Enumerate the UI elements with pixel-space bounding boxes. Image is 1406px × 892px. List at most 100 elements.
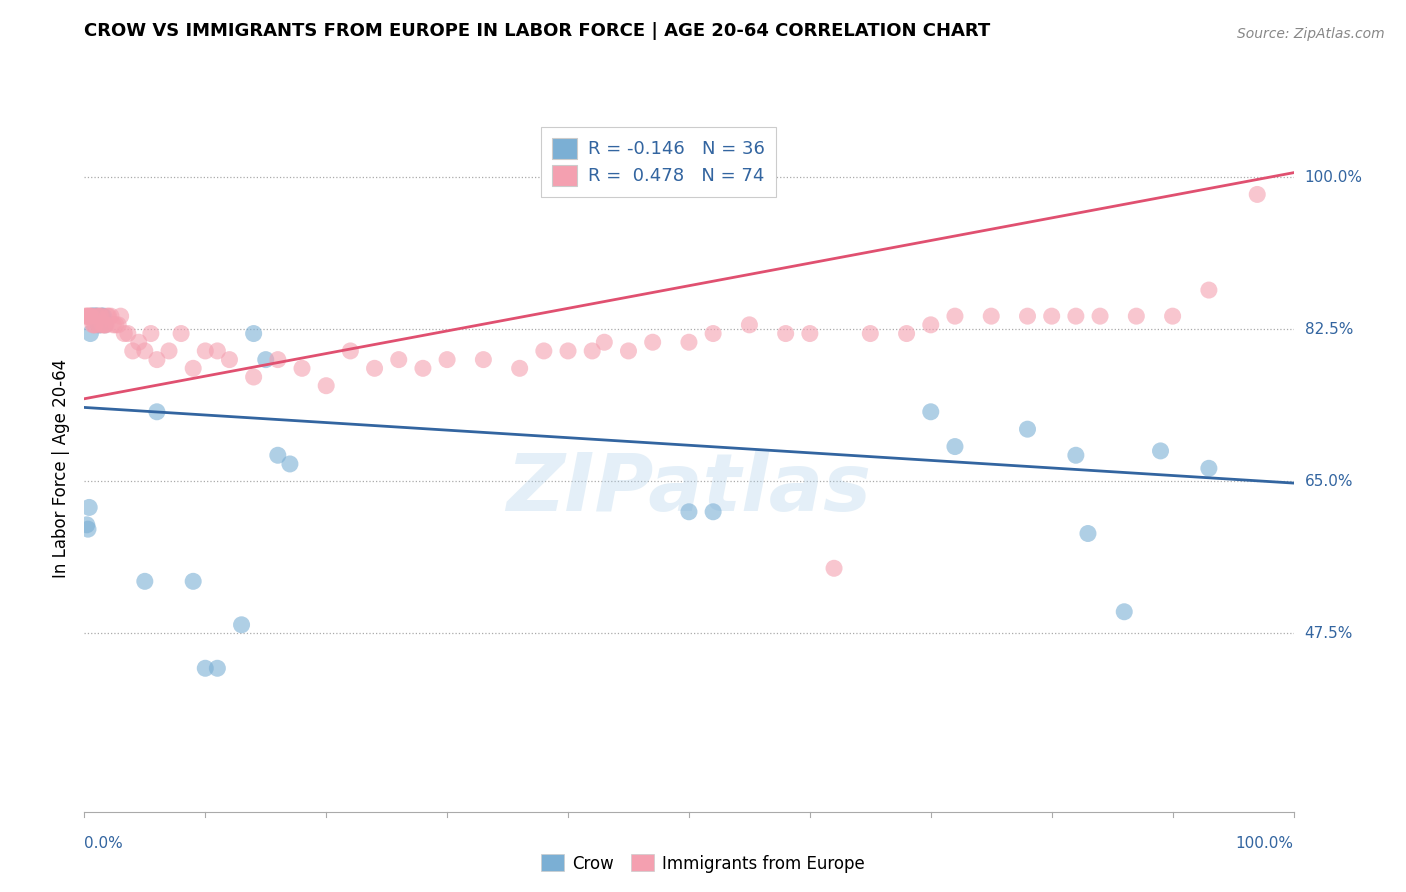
Point [134, 343, 156, 358]
Point [91, 318, 114, 332]
Point [107, 318, 129, 332]
Point [218, 352, 240, 367]
Point [1246, 187, 1268, 202]
Point [117, 326, 139, 341]
Point [86, 309, 108, 323]
Point [943, 309, 966, 323]
Point [89, 309, 111, 323]
Point [738, 318, 761, 332]
Point [76, 309, 98, 323]
Text: 100.0%: 100.0% [1305, 169, 1362, 185]
Text: 0.0%: 0.0% [84, 836, 124, 851]
Point [128, 335, 150, 350]
Point [207, 343, 229, 358]
Point [84, 309, 107, 323]
Point [242, 326, 264, 341]
Point [859, 326, 882, 341]
Point [121, 343, 143, 358]
Point [157, 343, 180, 358]
Point [86, 309, 108, 323]
Point [315, 378, 337, 392]
Point [100, 309, 122, 323]
Point [1149, 444, 1171, 458]
Point [90, 309, 112, 323]
Point [110, 309, 132, 323]
Text: 82.5%: 82.5% [1305, 322, 1353, 336]
Point [90, 309, 112, 323]
Point [146, 405, 169, 419]
Point [76, 517, 98, 532]
Point [436, 352, 458, 367]
Point [267, 352, 290, 367]
Point [920, 318, 942, 332]
Point [93, 318, 115, 332]
Point [82, 318, 104, 332]
Point [581, 343, 603, 358]
Point [83, 318, 105, 332]
Point [1198, 283, 1220, 297]
Point [93, 309, 115, 323]
Point [134, 574, 156, 589]
Point [775, 326, 797, 341]
Point [617, 343, 640, 358]
Point [139, 326, 162, 341]
Legend: R = -0.146   N = 36, R =  0.478   N = 74: R = -0.146 N = 36, R = 0.478 N = 74 [541, 127, 776, 197]
Point [94, 318, 117, 332]
Text: 47.5%: 47.5% [1305, 626, 1353, 641]
Point [80, 309, 103, 323]
Text: 100.0%: 100.0% [1236, 836, 1294, 851]
Point [363, 361, 385, 376]
Point [533, 343, 555, 358]
Point [94, 318, 117, 332]
Point [103, 318, 125, 332]
Point [678, 335, 700, 350]
Point [82, 309, 104, 323]
Text: 65.0%: 65.0% [1305, 474, 1353, 489]
Point [1017, 422, 1039, 436]
Point [84, 318, 107, 332]
Y-axis label: In Labor Force | Age 20-64: In Labor Force | Age 20-64 [52, 359, 70, 578]
Point [339, 343, 361, 358]
Point [388, 352, 411, 367]
Point [83, 309, 105, 323]
Point [146, 352, 169, 367]
Point [97, 309, 120, 323]
Point [799, 326, 821, 341]
Point [89, 318, 111, 332]
Text: Source: ZipAtlas.com: Source: ZipAtlas.com [1237, 27, 1385, 41]
Point [96, 309, 118, 323]
Point [77, 500, 100, 515]
Point [641, 335, 664, 350]
Point [1125, 309, 1147, 323]
Point [77, 309, 100, 323]
Point [75, 309, 97, 323]
Point [231, 617, 253, 632]
Point [1077, 526, 1099, 541]
Point [702, 505, 724, 519]
Point [80, 309, 103, 323]
Point [181, 361, 204, 376]
Point [412, 361, 434, 376]
Text: CROW VS IMMIGRANTS FROM EUROPE IN LABOR FORCE | AGE 20-64 CORRELATION CHART: CROW VS IMMIGRANTS FROM EUROPE IN LABOR … [84, 22, 991, 40]
Point [1040, 309, 1063, 323]
Point [86, 309, 108, 323]
Point [86, 309, 108, 323]
Point [242, 370, 264, 384]
Point [278, 457, 301, 471]
Point [79, 326, 101, 341]
Point [943, 440, 966, 454]
Point [472, 352, 495, 367]
Point [94, 318, 117, 332]
Point [1017, 309, 1039, 323]
Point [77, 309, 100, 323]
Point [87, 318, 110, 332]
Point [112, 326, 135, 341]
Point [181, 574, 204, 589]
Point [678, 505, 700, 519]
Point [1064, 309, 1087, 323]
Point [1198, 461, 1220, 475]
Point [896, 326, 918, 341]
Point [593, 335, 616, 350]
Point [1088, 309, 1111, 323]
Text: ZIPatlas: ZIPatlas [506, 450, 872, 528]
